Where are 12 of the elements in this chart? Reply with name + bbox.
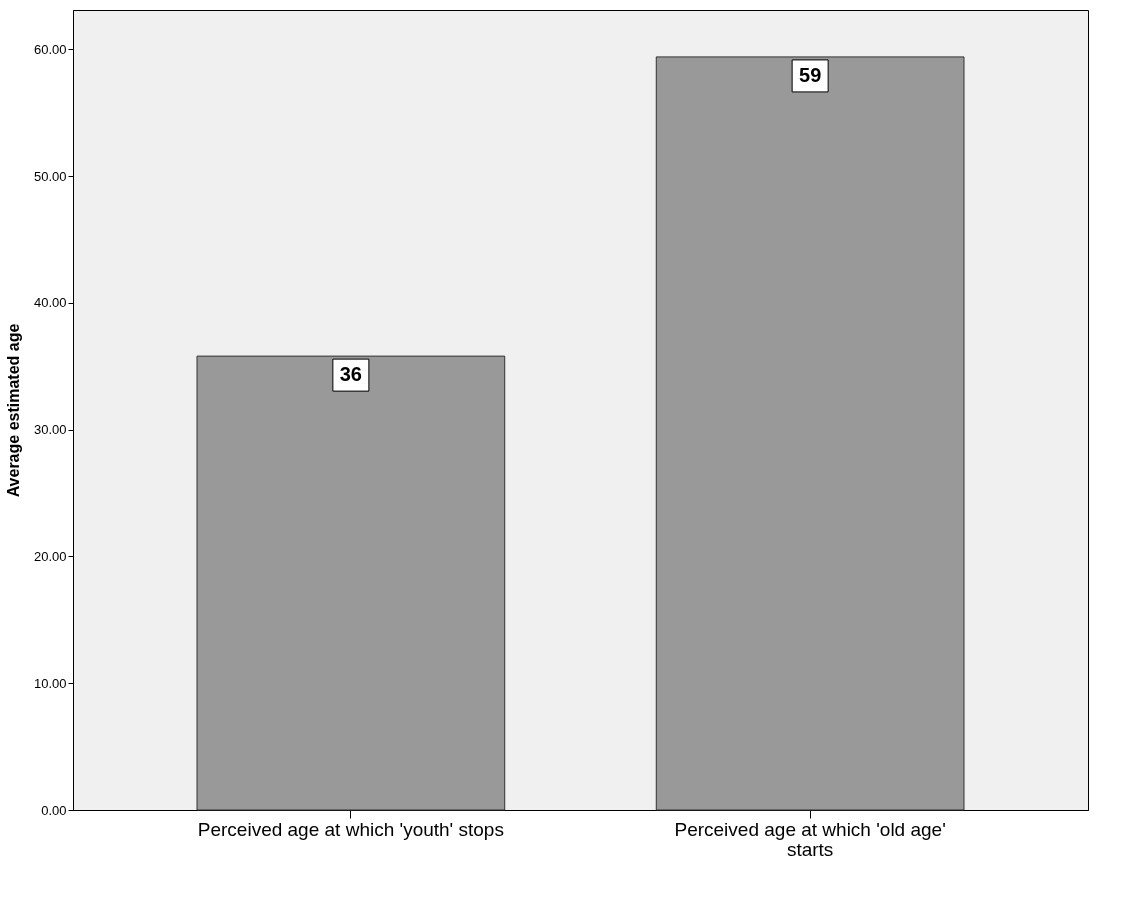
x-tick-label: Perceived age at which 'youth' stops [197, 818, 504, 840]
y-tick-label: 50.00 [33, 168, 67, 184]
y-tick-label: 30.00 [33, 422, 67, 438]
y-tick-label: 10.00 [33, 675, 67, 691]
y-tick-label: 60.00 [33, 41, 67, 57]
y-axis-title: Average estimated age [4, 323, 22, 498]
y-tick-label: 0.00 [41, 802, 67, 818]
y-tick-label: 20.00 [33, 548, 67, 564]
data-label: 59 [799, 63, 822, 86]
x-tick-label: Perceived age at which 'old age' starts [674, 818, 946, 860]
data-label: 36 [339, 363, 362, 386]
y-tick-label: 40.00 [33, 295, 67, 311]
